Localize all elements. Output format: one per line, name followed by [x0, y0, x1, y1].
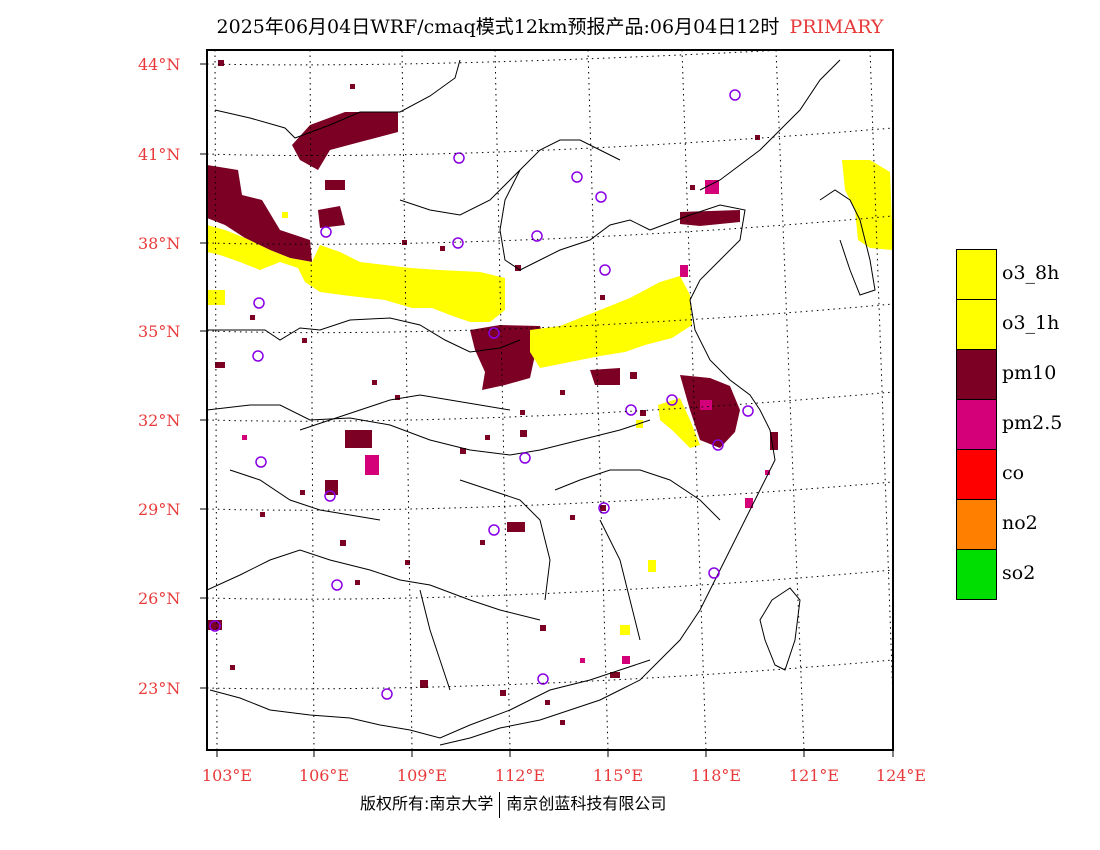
legend-swatch	[956, 399, 997, 450]
legend-label: no2	[1002, 512, 1038, 534]
pm25-patches	[242, 180, 770, 664]
legend-label: pm2.5	[1002, 412, 1063, 434]
map-title-tag: PRIMARY	[789, 16, 884, 38]
lat-label-44: 44°N	[138, 55, 181, 74]
legend-swatch	[956, 549, 997, 600]
lon-label-118: 118°E	[690, 766, 742, 785]
legend-label: o3_8h	[1002, 262, 1060, 284]
boundaries	[207, 59, 721, 739]
city-markers	[209, 89, 754, 700]
lon-label-115: 115°E	[592, 766, 644, 785]
legend-label: so2	[1002, 562, 1036, 584]
legend-label: co	[1002, 462, 1025, 484]
axis-ticks	[200, 63, 894, 757]
legend-swatch	[956, 499, 997, 550]
lat-label-38: 38°N	[138, 234, 181, 253]
lat-label-26: 26°N	[138, 589, 181, 608]
legend-swatch	[956, 449, 997, 500]
legend-swatch	[956, 299, 997, 350]
legend-label: pm10	[1002, 362, 1057, 384]
o3-patches	[207, 160, 893, 635]
legend-swatch	[956, 249, 997, 300]
lon-label-106: 106°E	[298, 766, 350, 785]
copyright-divider	[499, 791, 501, 818]
lat-label-23: 23°N	[138, 679, 181, 698]
lat-label-35: 35°N	[138, 322, 181, 341]
legend-label: o3_1h	[1002, 312, 1060, 334]
plot-frame	[206, 49, 894, 751]
lon-label-121: 121°E	[788, 766, 840, 785]
lon-label-103: 103°E	[201, 766, 253, 785]
lon-label-109: 109°E	[396, 766, 448, 785]
map-title-main: 2025年06月04日WRF/cmaq模式12km预报产品:06月04日12时	[216, 16, 780, 38]
lon-label-112: 112°E	[494, 766, 546, 785]
copyright: 版权所有:南京大学 南京创蓝科技有限公司	[360, 790, 666, 818]
pm10-dots	[215, 60, 760, 725]
copyright-owner: 版权所有:南京大学	[360, 794, 494, 813]
lat-label-32: 32°N	[138, 411, 181, 430]
coastline	[439, 59, 876, 746]
copyright-company: 南京创蓝科技有限公司	[506, 794, 667, 813]
legend-swatch	[956, 349, 997, 400]
lon-label-124: 124°E	[875, 766, 927, 785]
lat-label-41: 41°N	[138, 145, 181, 164]
graticule	[207, 50, 893, 750]
lat-label-29: 29°N	[138, 500, 181, 519]
map-title: 2025年06月04日WRF/cmaq模式12km预报产品:06月04日12时 P…	[0, 12, 1100, 39]
